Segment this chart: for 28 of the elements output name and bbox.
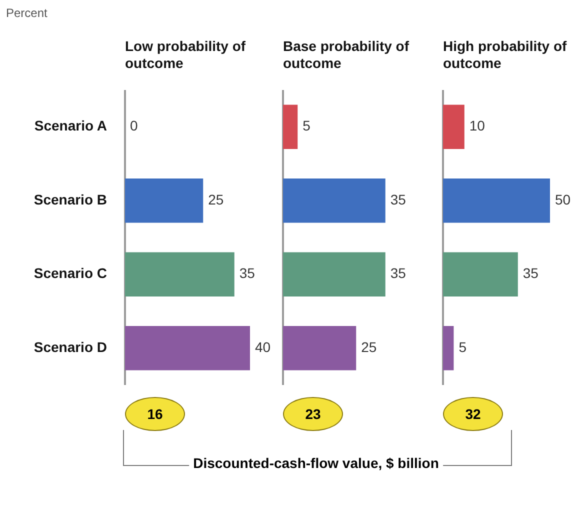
- data-label: 25: [361, 338, 377, 355]
- data-label: 35: [522, 265, 539, 282]
- text: 32: [443, 397, 503, 431]
- data-label: 10: [469, 118, 486, 134]
- text: Discounted-cash-flow value, $ billion: [189, 455, 443, 471]
- y-tick-label: Scenario A: [34, 118, 107, 134]
- bar: [443, 178, 550, 223]
- bar: [443, 104, 464, 149]
- data-label: 35: [390, 191, 406, 208]
- data-label: 35: [390, 265, 406, 282]
- data-label: 5: [458, 338, 467, 355]
- chart-title: Base probability of outcome: [283, 38, 410, 72]
- chart-title: High probability of outcome: [443, 38, 568, 72]
- data-label: 5: [302, 118, 311, 134]
- text: 16: [125, 397, 185, 431]
- y-tick-label: Scenario C: [34, 265, 107, 282]
- y-axis-title: Percent: [6, 6, 48, 20]
- text: 23: [283, 397, 343, 431]
- y-tick-label: Scenario B: [34, 191, 107, 208]
- data-label: 35: [239, 265, 256, 282]
- chart-title: Low probability of outcome: [125, 38, 247, 72]
- data-label: 50: [555, 191, 571, 208]
- bar: [443, 252, 518, 296]
- data-label: 40: [255, 338, 271, 355]
- y-tick-label: Scenario D: [34, 338, 107, 355]
- data-label: 25: [208, 191, 224, 208]
- bar: [443, 326, 454, 370]
- data-label: 0: [130, 118, 138, 134]
